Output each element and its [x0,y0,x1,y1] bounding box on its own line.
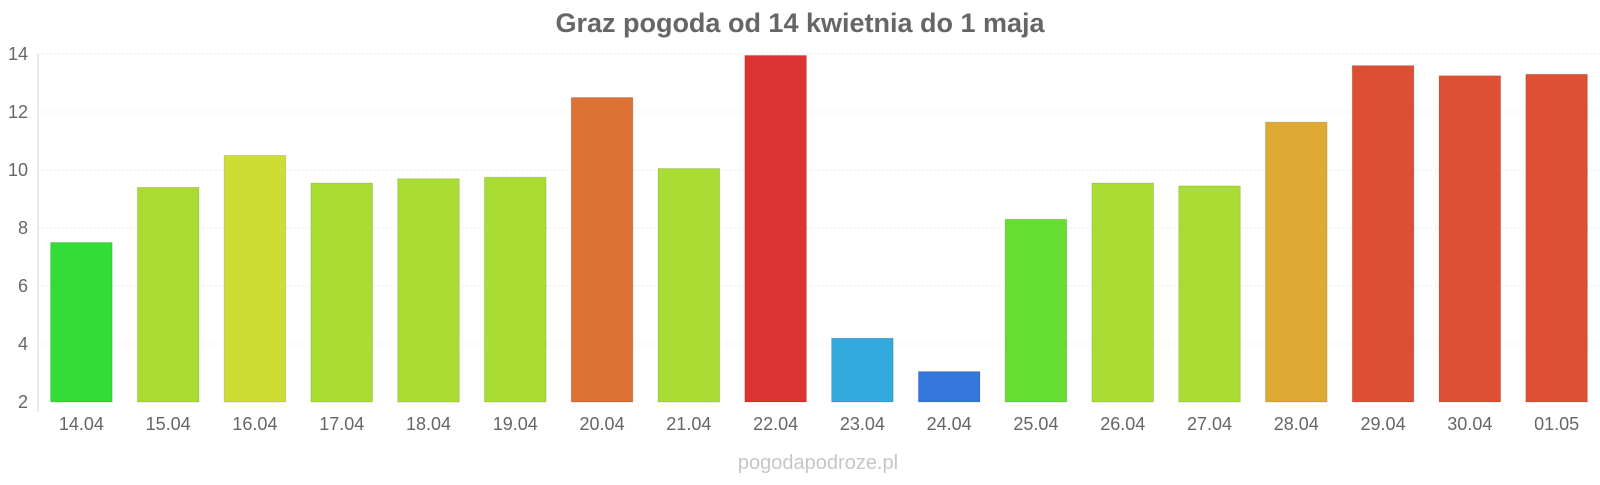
x-tick-label: 25.04 [1013,414,1058,434]
bar-16.04[interactable] [223,155,287,403]
y-tick-label: 8 [18,218,28,238]
y-tick-label: 14 [8,44,28,64]
bar-18.04[interactable] [397,178,460,403]
watermark: pogodapodroze.pl [738,452,898,474]
bar-28.04[interactable] [1264,121,1328,403]
y-tick-label: 4 [18,334,28,354]
x-tick-label: 14.04 [59,414,104,434]
x-tick-label: 17.04 [319,414,364,434]
bars-layer [50,54,1588,403]
bar-20.04[interactable] [570,97,634,403]
bar-21.04[interactable] [657,168,721,403]
x-tick-label: 20.04 [580,414,625,434]
x-tick-label: 16.04 [232,414,277,434]
bar-24.04[interactable] [917,371,981,403]
x-tick-label: 18.04 [406,414,451,434]
y-tick-label: 10 [8,160,28,180]
x-tick-label: 01.05 [1534,414,1579,434]
bar-14.04[interactable] [50,242,113,403]
x-tick-label: 23.04 [840,414,885,434]
y-tick-labels: 2 4 6 8 10 12 14 [8,44,28,412]
bar-01.05[interactable] [1525,73,1588,403]
bar-15.04[interactable] [136,186,200,403]
x-tick-label: 22.04 [753,414,798,434]
y-tick-label: 6 [18,276,28,296]
x-tick-label: 30.04 [1447,414,1492,434]
grid-layer [37,53,1600,412]
x-tick-label: 28.04 [1274,414,1319,434]
y-tick-label: 12 [8,102,28,122]
bar-22.04[interactable] [744,54,807,403]
bar-29.04[interactable] [1351,65,1415,403]
x-tick-label: 19.04 [493,414,538,434]
bar-30.04[interactable] [1438,75,1502,403]
chart-title: Graz pogoda od 14 kwietnia do 1 maja [555,8,1045,38]
bar-27.04[interactable] [1178,185,1241,403]
bar-23.04[interactable] [831,337,894,403]
bar-17.04[interactable] [310,182,374,403]
x-tick-label: 27.04 [1187,414,1232,434]
x-tick-label: 29.04 [1361,414,1406,434]
x-tick-label: 21.04 [666,414,711,434]
bar-26.04[interactable] [1091,182,1155,403]
x-tick-labels: 14.04 15.04 16.04 17.04 18.04 19.04 20.04 21.04… [59,414,1579,434]
bar-25.04[interactable] [1004,218,1068,403]
bar-19.04[interactable] [483,176,547,403]
y-tick-label: 2 [18,392,28,412]
x-tick-label: 15.04 [146,414,191,434]
x-tick-label: 24.04 [927,414,972,434]
x-tick-label: 26.04 [1100,414,1145,434]
